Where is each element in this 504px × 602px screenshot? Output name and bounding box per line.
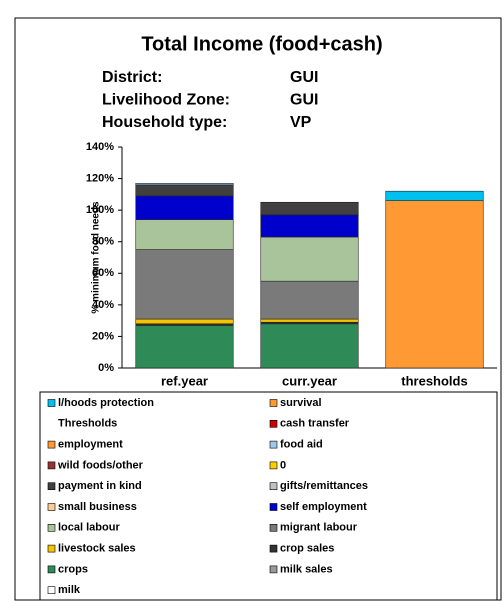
legend-label: employment bbox=[58, 439, 123, 451]
legend-label: milk bbox=[58, 584, 81, 596]
legend-swatch bbox=[47, 440, 56, 449]
bar-segment bbox=[260, 214, 359, 238]
legend-box bbox=[39, 391, 498, 601]
legend-swatch bbox=[47, 544, 56, 553]
bar-segment bbox=[135, 219, 234, 250]
bar-segment bbox=[260, 280, 359, 320]
legend-swatch bbox=[47, 565, 56, 574]
info-value: GUI bbox=[290, 92, 318, 109]
info-value: VP bbox=[290, 114, 312, 131]
bar-segment bbox=[385, 200, 484, 369]
bar-segment bbox=[135, 318, 234, 325]
bar-segment bbox=[260, 201, 359, 216]
legend-label: migrant labour bbox=[280, 522, 358, 534]
legend-swatch bbox=[47, 399, 56, 407]
info-label: Household type: bbox=[102, 114, 227, 131]
bar-segment bbox=[260, 236, 359, 282]
legend-swatch bbox=[269, 503, 278, 511]
legend-label: payment in kind bbox=[58, 480, 142, 492]
legend-swatch bbox=[269, 440, 278, 449]
y-tick-label: 40% bbox=[92, 299, 114, 311]
x-tick-label: thresholds bbox=[401, 373, 467, 388]
legend-label: livestock sales bbox=[58, 543, 136, 555]
legend-swatch bbox=[47, 586, 56, 595]
legend-swatch bbox=[269, 461, 278, 470]
legend-label: small business bbox=[58, 501, 137, 513]
bar-segment bbox=[260, 318, 359, 323]
chart-title: Total Income (food+cash) bbox=[141, 33, 382, 55]
legend-swatch bbox=[269, 482, 278, 491]
bar-segment bbox=[135, 249, 234, 320]
x-tick-label: ref.year bbox=[161, 373, 208, 388]
y-tick-label: 20% bbox=[92, 330, 114, 342]
legend-swatch bbox=[47, 461, 56, 470]
y-tick-label: 140% bbox=[86, 141, 114, 153]
legend-label: milk sales bbox=[280, 563, 333, 575]
legend-label: crop sales bbox=[280, 543, 334, 555]
legend-label: self employment bbox=[280, 501, 367, 513]
legend-label: cash transfer bbox=[280, 418, 350, 430]
bar-segment bbox=[135, 195, 234, 220]
bar-segment bbox=[135, 184, 234, 197]
y-tick-label: 60% bbox=[92, 267, 114, 279]
x-tick-label: curr.year bbox=[282, 373, 337, 388]
legend-label: crops bbox=[58, 563, 88, 575]
legend-swatch bbox=[47, 523, 56, 532]
y-tick-label: 120% bbox=[86, 172, 114, 184]
legend-label: gifts/remittances bbox=[280, 480, 368, 492]
legend-label: wild foods/other bbox=[57, 459, 144, 471]
bar-segment bbox=[135, 183, 234, 186]
legend-swatch bbox=[269, 523, 278, 532]
legend-swatch bbox=[269, 544, 278, 553]
info-label: District: bbox=[102, 69, 162, 86]
y-tick-label: 100% bbox=[86, 204, 114, 216]
legend-swatch bbox=[269, 565, 278, 574]
bar-segment bbox=[135, 325, 234, 369]
legend-label: local labour bbox=[58, 522, 120, 534]
legend-label: l/hoods protection bbox=[58, 397, 154, 409]
legend-label: 0 bbox=[280, 459, 286, 471]
y-tick-label: 0% bbox=[98, 362, 114, 374]
legend-swatch bbox=[269, 399, 278, 407]
y-tick-label: 80% bbox=[92, 236, 114, 248]
legend-swatch bbox=[47, 482, 56, 491]
legend-label: Thresholds bbox=[58, 418, 117, 430]
bar-segment bbox=[385, 190, 484, 201]
bar-segment bbox=[260, 323, 359, 369]
legend-label: food aid bbox=[280, 439, 323, 451]
y-axis-label: % minimum food needs bbox=[91, 201, 102, 314]
info-label: Livelihood Zone: bbox=[102, 92, 230, 109]
legend-label: survival bbox=[280, 397, 322, 409]
info-value: GUI bbox=[290, 69, 318, 86]
legend-swatch bbox=[47, 503, 56, 511]
legend-swatch bbox=[269, 419, 278, 428]
